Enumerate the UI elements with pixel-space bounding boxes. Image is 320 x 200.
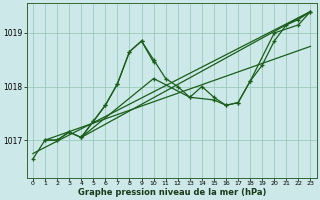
X-axis label: Graphe pression niveau de la mer (hPa): Graphe pression niveau de la mer (hPa): [77, 188, 266, 197]
